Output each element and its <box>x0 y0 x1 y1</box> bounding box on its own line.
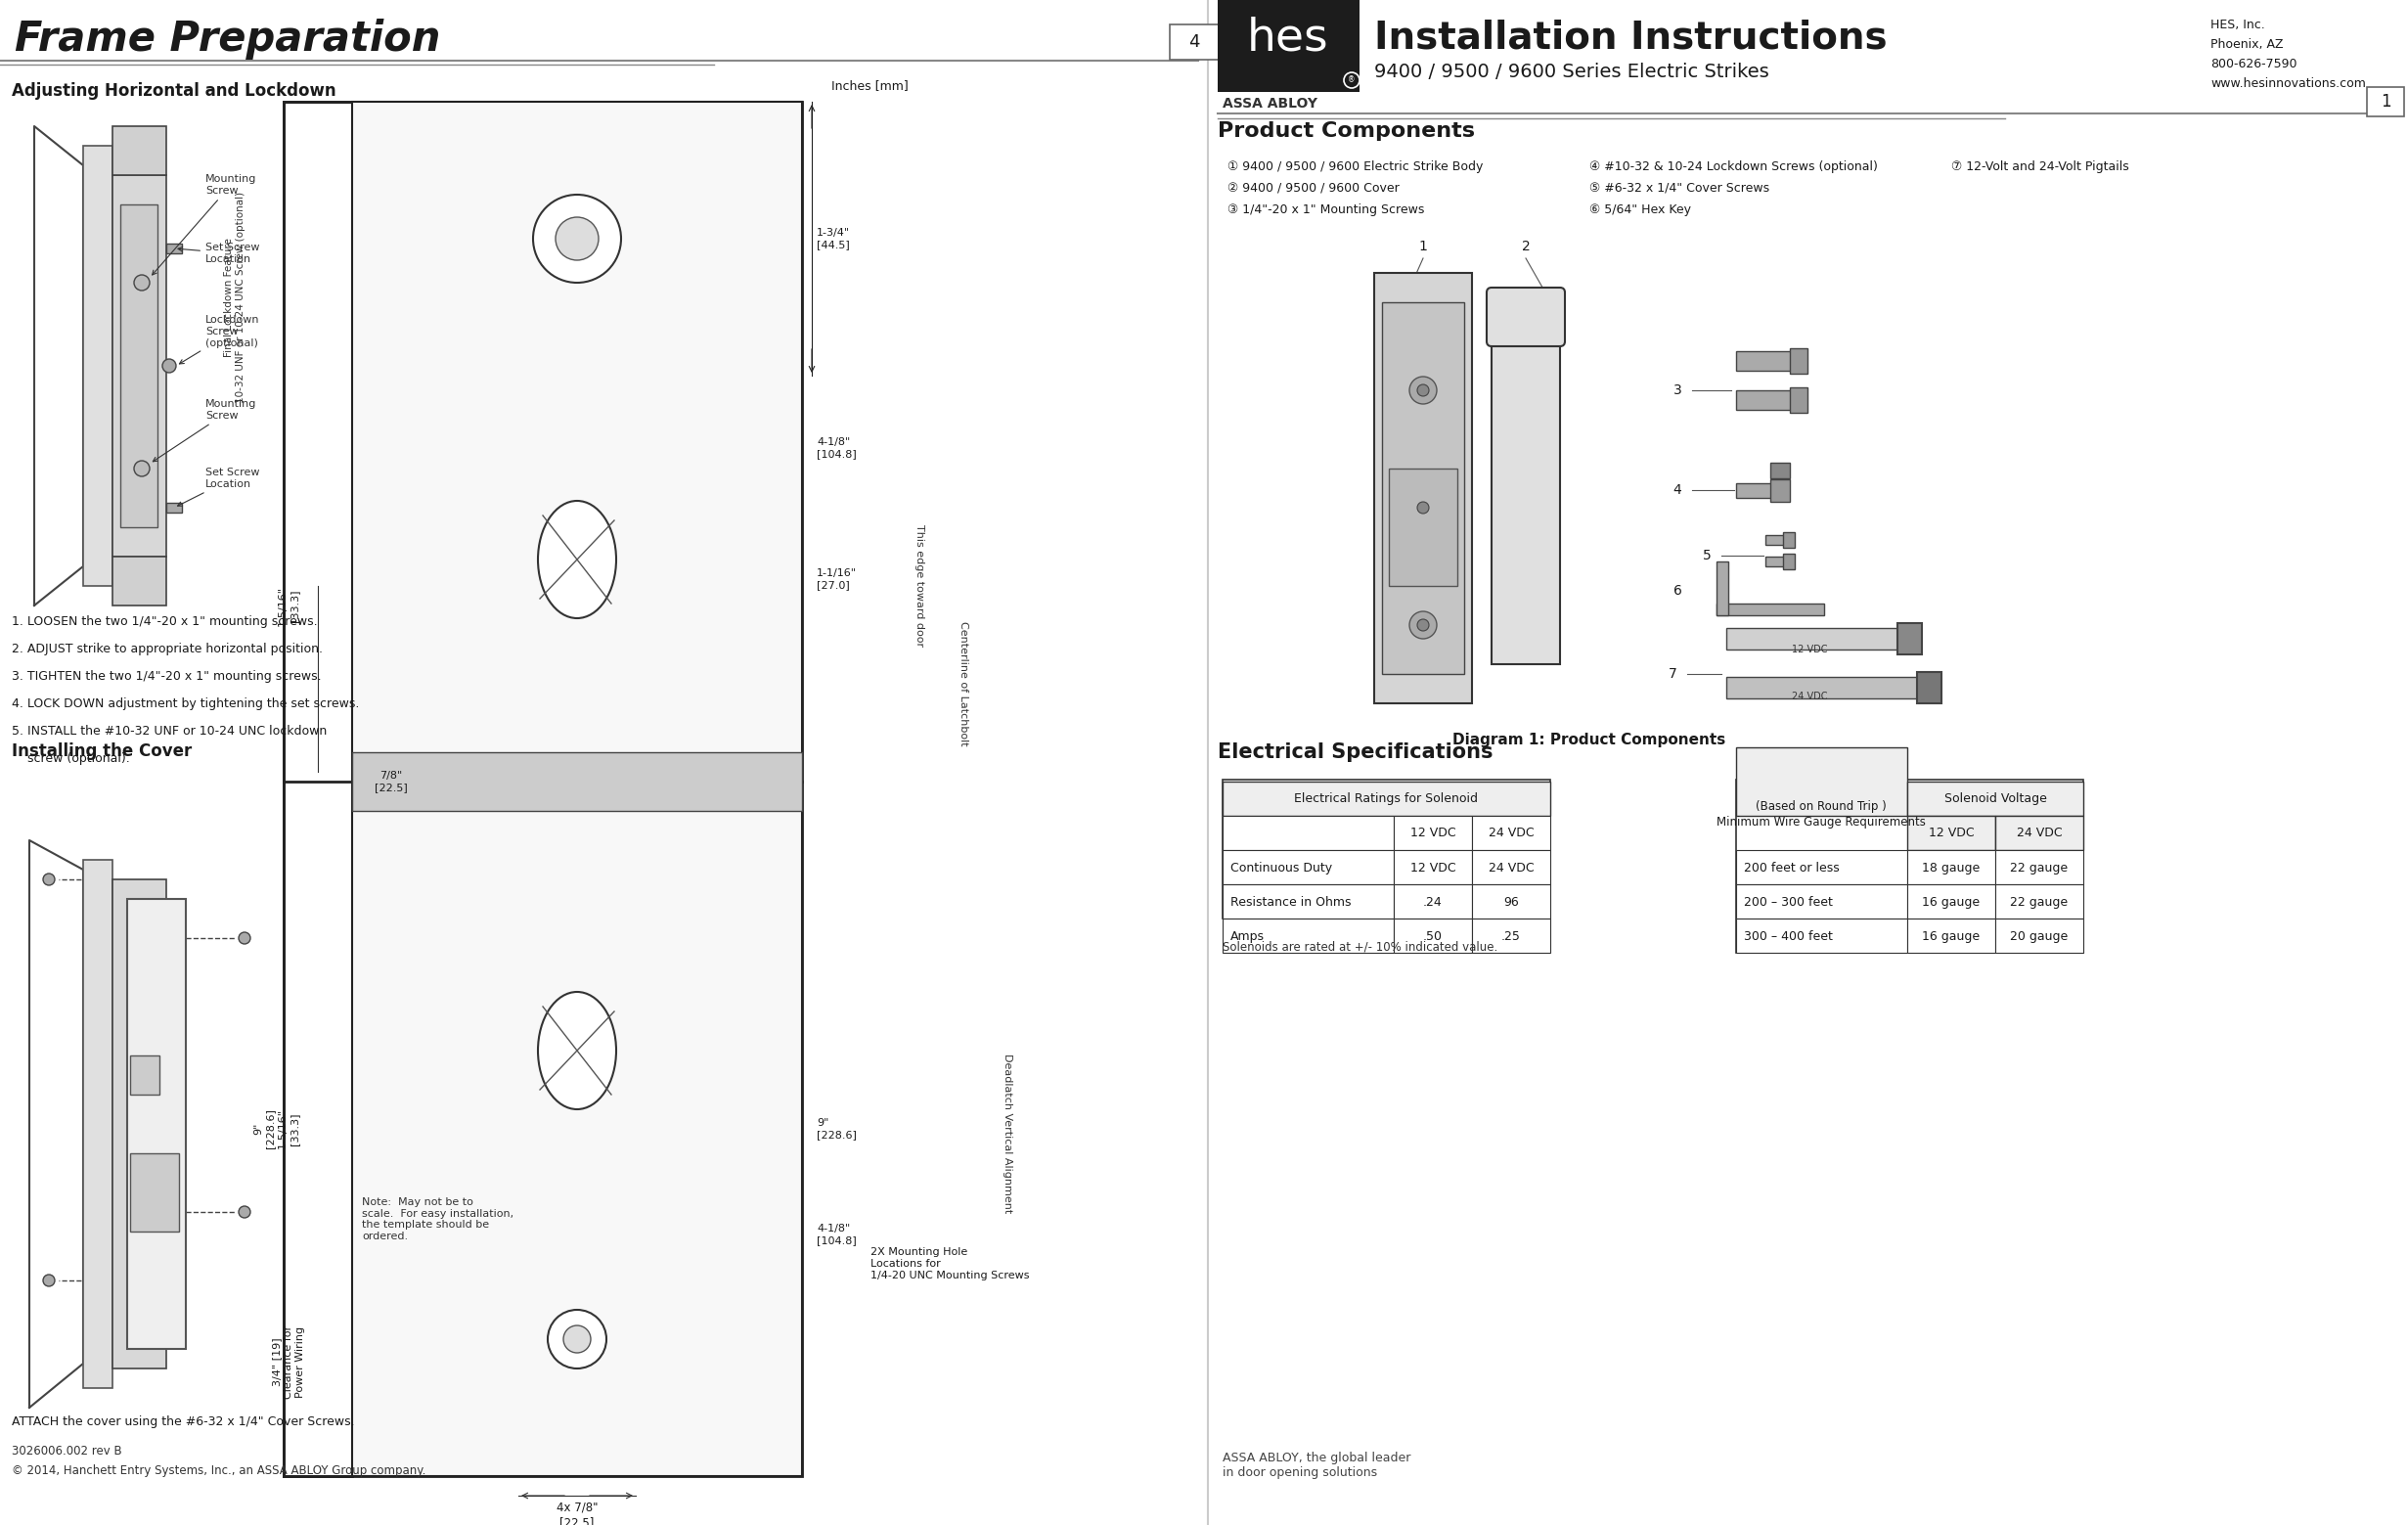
Bar <box>1996 816 2083 849</box>
Circle shape <box>1409 612 1438 639</box>
Text: 200 – 300 feet: 200 – 300 feet <box>1743 895 1832 909</box>
Text: Product Components: Product Components <box>1218 122 1476 140</box>
Text: Electrical Specifications: Electrical Specifications <box>1218 743 1493 762</box>
Circle shape <box>135 461 149 476</box>
Bar <box>1471 884 1551 918</box>
Text: Set Screw
Location: Set Screw Location <box>178 242 260 264</box>
Bar <box>1223 884 1394 918</box>
Text: Adjusting Horizontal and Lockdown: Adjusting Horizontal and Lockdown <box>12 82 337 99</box>
Text: 2: 2 <box>1522 239 1529 253</box>
Text: 1-1/16"
[27.0]: 1-1/16" [27.0] <box>816 569 857 590</box>
Bar <box>1907 816 1996 849</box>
Text: HES, Inc.: HES, Inc. <box>2211 18 2266 32</box>
Text: 1-3/4"
[44.5]: 1-3/4" [44.5] <box>816 229 850 249</box>
Text: Amps: Amps <box>1230 930 1264 942</box>
Bar <box>130 1055 159 1095</box>
Bar <box>128 898 185 1350</box>
Text: ⑤ #6-32 x 1/4" Cover Screws: ⑤ #6-32 x 1/4" Cover Screws <box>1589 181 1770 195</box>
Text: Installation Instructions: Installation Instructions <box>1375 18 1888 56</box>
Text: Solenoids are rated at +/- 10% indicated value.: Solenoids are rated at +/- 10% indicated… <box>1223 939 1498 953</box>
Text: Note:  May not be to
scale.  For easy installation,
the template should be
order: Note: May not be to scale. For easy inst… <box>361 1197 513 1241</box>
Text: © 2014, Hanchett Entry Systems, Inc., an ASSA ABLOY Group company.: © 2014, Hanchett Entry Systems, Inc., an… <box>12 1464 426 1478</box>
Bar <box>1389 468 1457 586</box>
Bar <box>1736 918 1907 953</box>
Bar <box>120 204 157 528</box>
Bar <box>1394 918 1471 953</box>
Text: 24 VDC: 24 VDC <box>1488 862 1534 874</box>
Circle shape <box>547 1310 607 1368</box>
Text: .50: .50 <box>1423 930 1442 942</box>
Bar <box>1917 673 1941 703</box>
Text: Centerline of Latchbolt: Centerline of Latchbolt <box>958 621 968 746</box>
Text: ① 9400 / 9500 / 9600 Electric Strike Body: ① 9400 / 9500 / 9600 Electric Strike Bod… <box>1228 160 1483 174</box>
Bar <box>2367 87 2403 116</box>
Text: 4: 4 <box>1674 483 1681 497</box>
Circle shape <box>43 1275 55 1286</box>
Circle shape <box>1418 502 1428 514</box>
Bar <box>1736 483 1775 497</box>
Bar <box>1996 884 2083 918</box>
Text: Inches [mm]: Inches [mm] <box>831 79 908 92</box>
Bar <box>1907 884 1996 918</box>
Text: 2X Mounting Hole
Locations for
1/4-20 UNC Mounting Screws: 2X Mounting Hole Locations for 1/4-20 UN… <box>869 1247 1028 1279</box>
Bar <box>1223 779 1551 918</box>
Text: ② 9400 / 9500 / 9600 Cover: ② 9400 / 9500 / 9600 Cover <box>1228 181 1399 195</box>
Circle shape <box>43 874 55 886</box>
Text: Minimum Wire Gauge Requirements: Minimum Wire Gauge Requirements <box>1717 816 1926 828</box>
Text: 22 gauge: 22 gauge <box>2011 862 2068 874</box>
Bar <box>1996 918 2083 953</box>
Text: ASSA ABLOY: ASSA ABLOY <box>1223 98 1317 110</box>
Text: Phoenix, AZ: Phoenix, AZ <box>2211 38 2283 50</box>
Text: www.hesinnovations.com: www.hesinnovations.com <box>2211 78 2365 90</box>
Bar <box>1770 462 1789 479</box>
Bar <box>1375 273 1471 703</box>
Bar <box>1223 849 1394 884</box>
Bar <box>1765 557 1784 566</box>
Bar <box>1727 628 1902 650</box>
Text: 24 VDC: 24 VDC <box>1792 691 1828 702</box>
Text: 5: 5 <box>1702 549 1712 563</box>
Bar <box>1170 24 1218 59</box>
Bar <box>1471 918 1551 953</box>
Text: 4x 7/8"
[22.5]: 4x 7/8" [22.5] <box>556 1502 597 1525</box>
Text: (Based on Round Trip ): (Based on Round Trip ) <box>1755 801 1885 813</box>
Text: 5. INSTALL the #10-32 UNF or 10-24 UNC lockdown: 5. INSTALL the #10-32 UNF or 10-24 UNC l… <box>12 724 327 738</box>
Text: 3/4" [19]
Clearance for
Power Wiring: 3/4" [19] Clearance for Power Wiring <box>272 1325 306 1398</box>
Bar <box>1727 677 1922 698</box>
Text: 3. TIGHTEN the two 1/4"-20 x 1" mounting screws.: 3. TIGHTEN the two 1/4"-20 x 1" mounting… <box>12 669 320 683</box>
Text: 4-1/8"
[104.8]: 4-1/8" [104.8] <box>816 438 857 459</box>
Text: ④ #10-32 & 10-24 Lockdown Screws (optional): ④ #10-32 & 10-24 Lockdown Screws (option… <box>1589 160 1878 174</box>
Text: Resistance in Ohms: Resistance in Ohms <box>1230 895 1351 909</box>
Bar <box>1736 884 1907 918</box>
Text: 12 VDC: 12 VDC <box>1929 827 1975 839</box>
Circle shape <box>1418 384 1428 397</box>
Circle shape <box>238 932 250 944</box>
Text: hes: hes <box>1247 17 1329 59</box>
Text: ATTACH the cover using the #6-32 x 1/4" Cover Screws.: ATTACH the cover using the #6-32 x 1/4" … <box>12 1415 354 1427</box>
Text: ®: ® <box>1348 76 1356 84</box>
Bar <box>1907 849 1996 884</box>
Text: Set Screw
Location: Set Screw Location <box>178 468 260 506</box>
Bar <box>284 102 352 1476</box>
Text: 4. LOCK DOWN adjustment by tightening the set screws.: 4. LOCK DOWN adjustment by tightening th… <box>12 697 359 711</box>
Text: ASSA ABLOY, the global leader
in door opening solutions: ASSA ABLOY, the global leader in door op… <box>1223 1452 1411 1479</box>
Text: Mounting
Screw: Mounting Screw <box>154 400 258 462</box>
Bar <box>1491 293 1560 665</box>
Text: 16 gauge: 16 gauge <box>1922 930 1979 942</box>
Text: 96: 96 <box>1503 895 1519 909</box>
Bar <box>1717 604 1825 615</box>
Ellipse shape <box>537 500 616 618</box>
Text: Electrical Ratings for Solenoid: Electrical Ratings for Solenoid <box>1293 791 1479 805</box>
Text: 3026006.002 rev B: 3026006.002 rev B <box>12 1444 123 1458</box>
Bar <box>1736 351 1794 371</box>
Circle shape <box>161 358 176 372</box>
Text: 12 VDC: 12 VDC <box>1411 827 1457 839</box>
Circle shape <box>563 1325 590 1353</box>
Bar <box>1736 747 1907 816</box>
Bar <box>113 557 166 605</box>
Text: 4-1/8"
[104.8]: 4-1/8" [104.8] <box>816 1225 857 1244</box>
Bar <box>84 860 113 1388</box>
Bar <box>1789 348 1808 374</box>
Text: Final Lockdown Feature
10-32 UNF or 10-24 UNC Screw (optional): Final Lockdown Feature 10-32 UNF or 10-2… <box>224 192 246 403</box>
Bar <box>1394 849 1471 884</box>
